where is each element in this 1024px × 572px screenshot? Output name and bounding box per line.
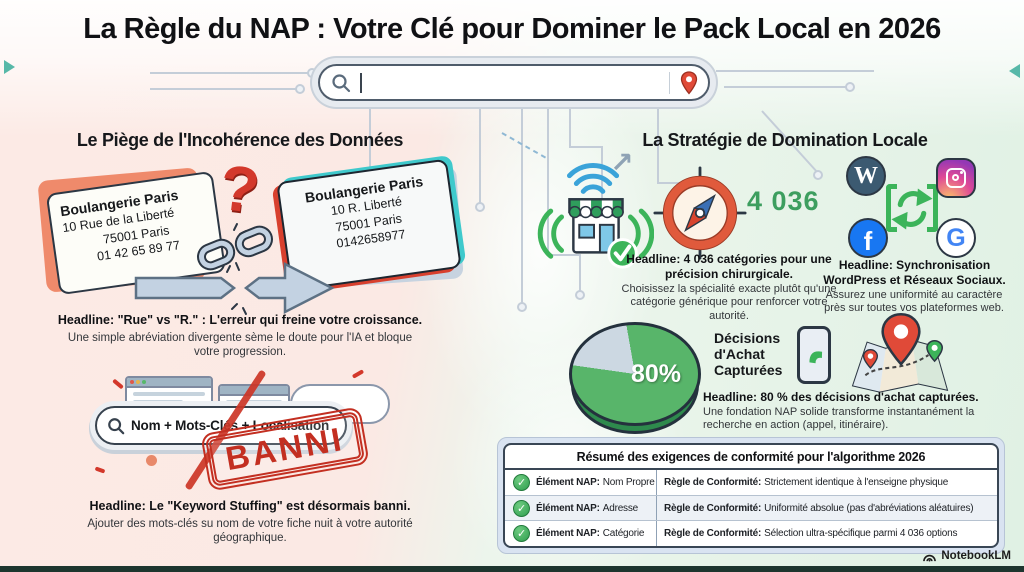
- spark-accent: [351, 369, 365, 379]
- notebooklm-logo-icon: [923, 554, 937, 562]
- search-icon: [108, 417, 125, 434]
- browser-titlebar: [127, 378, 211, 388]
- decisions-title: Décisions d'Achat Capturées: [714, 330, 783, 379]
- search-icon: [332, 73, 351, 92]
- compliance-table-container: Résumé des exigences de conformité pour …: [497, 437, 1005, 554]
- element-value: Catégorie: [602, 528, 645, 540]
- pie-disc: [569, 322, 701, 426]
- green-bracket-left: [886, 184, 897, 232]
- rule-label: Règle de Conformité:: [664, 476, 762, 488]
- body-inconsistency: Une simple abréviation divergente sème l…: [67, 332, 413, 359]
- bottom-edge-strip: [0, 566, 1024, 572]
- search-divider: [669, 71, 670, 94]
- body-keyword-stuffing: Ajouter des mots-clés su nom de votre fi…: [87, 518, 413, 545]
- spark-accent: [94, 466, 106, 474]
- smartphone-icon: [797, 326, 831, 384]
- page-title: La Règle du NAP : Votre Clé pour Dominer…: [83, 13, 941, 45]
- rule-value: Strictement identique à l'enseigne physi…: [764, 476, 949, 488]
- rule-value: Sélection ultra-spécifique parmi 4 036 o…: [764, 528, 958, 540]
- growth-arrow-icon: ↗: [610, 147, 634, 178]
- rule-cell: Règle de Conformité: Sélection ultra-spéc…: [657, 521, 997, 546]
- categories-stat: 4 036: [747, 186, 820, 216]
- google-icon: G: [936, 218, 976, 258]
- body-sync: Assurez une uniformité au caractère près…: [824, 289, 1004, 315]
- headline-keyword-stuffing: Headline: Le "Keyword Stuffing" est déso…: [89, 499, 411, 513]
- headline-decisions: Headline: 80 % des décisions d'achat cap…: [703, 390, 979, 404]
- rule-value: Uniformité absolue (pas d'abréviations a…: [764, 502, 974, 514]
- check-icon: ✓: [513, 499, 530, 517]
- storefront-icon: [537, 163, 654, 269]
- check-icon: ✓: [513, 473, 530, 491]
- pie-percent-label: 80%: [631, 360, 682, 388]
- text-cursor: [360, 72, 362, 93]
- element-cell: ✓ Élément NAP: Catégorie: [505, 521, 657, 546]
- orange-dot-accent: [146, 455, 157, 466]
- facebook-icon: f: [848, 218, 888, 258]
- hero-search-bar[interactable]: [318, 64, 710, 101]
- broken-arrow-icon: [134, 261, 335, 315]
- headline-inconsistency: Headline: "Rue" vs "R." : L'erreur qui f…: [57, 313, 423, 327]
- compass-icon: [653, 166, 747, 260]
- element-cell: ✓ Élément NAP: Adresse: [505, 495, 657, 521]
- map-with-pins-icon: [851, 312, 949, 393]
- element-label: Élément NAP:: [536, 502, 600, 514]
- element-label: Élément NAP:: [536, 476, 600, 488]
- brand-label: NotebookLM: [941, 550, 1011, 562]
- green-bracket-right: [927, 184, 938, 232]
- location-pin-icon: [680, 70, 698, 95]
- call-icon: [809, 351, 823, 364]
- right-section-heading: La Stratégie de Domination Locale: [642, 130, 928, 150]
- rule-cell: Règle de Conformité: Strictement identiqu…: [657, 470, 997, 495]
- sync-arrows-icon: [891, 188, 933, 230]
- broken-chain-icon: [197, 223, 273, 273]
- body-decisions: Une fondation NAP solide transforme inst…: [703, 406, 975, 432]
- element-value: Nom Propre: [602, 476, 655, 488]
- table-row: ✓ Élément NAP: Adresse Règle de Conformit…: [505, 495, 997, 522]
- element-cell: ✓ Élément NAP: Nom Propre: [505, 470, 657, 495]
- headline-categories: Headline: 4 036 catégories pour une préc…: [626, 252, 832, 281]
- instagram-icon: [936, 158, 976, 198]
- check-icon: ✓: [513, 525, 530, 543]
- element-value: Adresse: [602, 502, 639, 514]
- rule-label: Règle de Conformité:: [664, 502, 762, 514]
- table-row: ✓ Élément NAP: Catégorie Règle de Conform…: [505, 521, 997, 546]
- left-section-heading: Le Piège de l'Incohérence des Données: [76, 130, 404, 150]
- teal-accent-right: [1009, 64, 1020, 78]
- compliance-table: Résumé des exigences de conformité pour …: [503, 443, 999, 548]
- headline-sync: Headline: Synchronisation WordPress et R…: [823, 258, 1006, 287]
- teal-accent-left: [4, 60, 15, 74]
- body-categories: Choisissez la spécialité exacte plutôt q…: [621, 283, 837, 322]
- notebooklm-brand: NotebookLM: [922, 550, 1011, 562]
- spark-accent: [112, 378, 124, 390]
- table-row: ✓ Élément NAP: Nom Propre Règle de Confor…: [505, 470, 997, 496]
- wordpress-icon: W: [846, 156, 886, 196]
- table-title: Résumé des exigences de conformité pour …: [505, 445, 997, 470]
- social-sync-cluster: W f G: [846, 156, 978, 262]
- pie-chart-80-percent: 80%: [565, 320, 715, 438]
- rule-cell: Règle de Conformité: Uniformité absolue (…: [657, 496, 997, 521]
- element-label: Élément NAP:: [536, 528, 600, 540]
- rule-label: Règle de Conformité:: [664, 528, 762, 540]
